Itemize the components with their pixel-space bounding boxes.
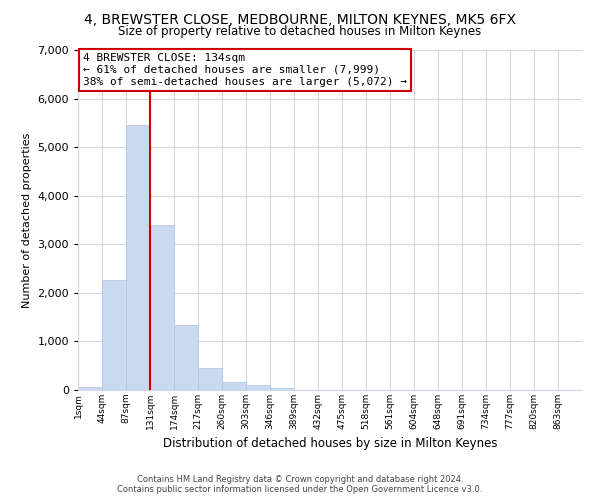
Bar bbox=[198, 368, 222, 390]
Bar bbox=[150, 225, 174, 390]
Bar bbox=[222, 382, 246, 390]
Bar bbox=[126, 126, 150, 390]
Bar bbox=[246, 385, 270, 390]
Text: 4 BREWSTER CLOSE: 134sqm
← 61% of detached houses are smaller (7,999)
38% of sem: 4 BREWSTER CLOSE: 134sqm ← 61% of detach… bbox=[83, 54, 407, 86]
Bar bbox=[78, 387, 102, 390]
Text: Contains HM Land Registry data © Crown copyright and database right 2024.
Contai: Contains HM Land Registry data © Crown c… bbox=[118, 474, 482, 494]
Bar bbox=[102, 280, 126, 390]
Y-axis label: Number of detached properties: Number of detached properties bbox=[22, 132, 32, 308]
X-axis label: Distribution of detached houses by size in Milton Keynes: Distribution of detached houses by size … bbox=[163, 438, 497, 450]
Text: Size of property relative to detached houses in Milton Keynes: Size of property relative to detached ho… bbox=[118, 25, 482, 38]
Text: 4, BREWSTER CLOSE, MEDBOURNE, MILTON KEYNES, MK5 6FX: 4, BREWSTER CLOSE, MEDBOURNE, MILTON KEY… bbox=[84, 12, 516, 26]
Bar bbox=[174, 325, 198, 390]
Bar bbox=[270, 388, 294, 390]
